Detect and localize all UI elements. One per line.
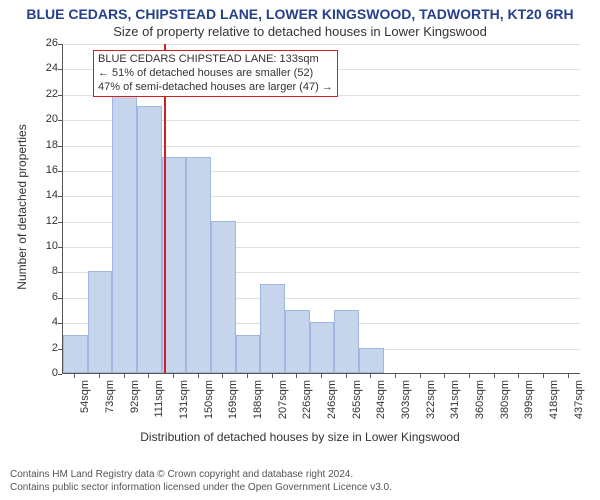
histogram-bar (260, 284, 285, 373)
x-tick: 207sqm (277, 380, 289, 430)
y-tick: 14 (28, 189, 58, 201)
x-axis-label: Distribution of detached houses by size … (0, 430, 600, 444)
annotation-line-3: 47% of semi-detached houses are larger (… (98, 81, 333, 95)
y-tick: 2 (28, 342, 58, 354)
y-axis-label: Number of detached properties (15, 57, 29, 357)
histogram-bar (88, 271, 113, 373)
histogram-bar (137, 106, 162, 373)
y-tick: 26 (28, 37, 58, 49)
x-tick: 150sqm (203, 380, 215, 430)
y-tick: 12 (28, 215, 58, 227)
histogram-bar (359, 348, 384, 373)
x-tick: 169sqm (227, 380, 239, 430)
x-tick: 284sqm (375, 380, 387, 430)
x-tick: 265sqm (351, 380, 363, 430)
x-tick: 399sqm (523, 380, 535, 430)
histogram-bar (236, 335, 261, 373)
histogram-bar (285, 310, 310, 373)
chart-root: BLUE CEDARS, CHIPSTEAD LANE, LOWER KINGS… (0, 0, 600, 500)
footer-notice: Contains HM Land Registry data © Crown c… (10, 468, 392, 494)
x-tick: 360sqm (474, 380, 486, 430)
x-tick: 226sqm (301, 380, 313, 430)
y-tick: 0 (28, 367, 58, 379)
histogram-bar (186, 157, 211, 373)
y-tick: 8 (28, 265, 58, 277)
y-tick: 6 (28, 291, 58, 303)
annotation-line-1: BLUE CEDARS CHIPSTEAD LANE: 133sqm (98, 53, 333, 67)
x-tick: 92sqm (129, 380, 141, 430)
annotation-line-2: ← 51% of detached houses are smaller (52… (98, 67, 333, 81)
y-tick: 22 (28, 88, 58, 100)
y-tick: 20 (28, 113, 58, 125)
histogram-bar (310, 322, 335, 373)
histogram-bar (334, 310, 359, 373)
title-secondary: Size of property relative to detached ho… (0, 24, 600, 39)
footer-line-2: Contains public sector information licen… (10, 481, 392, 494)
x-tick: 418sqm (548, 380, 560, 430)
title-primary: BLUE CEDARS, CHIPSTEAD LANE, LOWER KINGS… (0, 6, 600, 22)
footer-line-1: Contains HM Land Registry data © Crown c… (10, 468, 392, 481)
x-tick: 322sqm (425, 380, 437, 430)
y-tick: 4 (28, 316, 58, 328)
x-tick: 380sqm (499, 380, 511, 430)
x-tick: 437sqm (573, 380, 585, 430)
x-tick: 188sqm (252, 380, 264, 430)
annotation-box: BLUE CEDARS CHIPSTEAD LANE: 133sqm← 51% … (93, 50, 338, 97)
y-tick: 18 (28, 139, 58, 151)
y-tick: 10 (28, 240, 58, 252)
x-tick: 131sqm (178, 380, 190, 430)
histogram-bar (211, 221, 236, 373)
x-tick: 341sqm (449, 380, 461, 430)
x-tick: 73sqm (104, 380, 116, 430)
histogram-bar (112, 94, 137, 373)
x-tick: 246sqm (326, 380, 338, 430)
histogram-bar (63, 335, 88, 373)
plot-area: BLUE CEDARS CHIPSTEAD LANE: 133sqm← 51% … (62, 44, 580, 374)
x-tick: 303sqm (400, 380, 412, 430)
y-tick: 16 (28, 164, 58, 176)
y-tick: 24 (28, 62, 58, 74)
x-tick: 54sqm (79, 380, 91, 430)
x-tick: 111sqm (153, 380, 165, 430)
